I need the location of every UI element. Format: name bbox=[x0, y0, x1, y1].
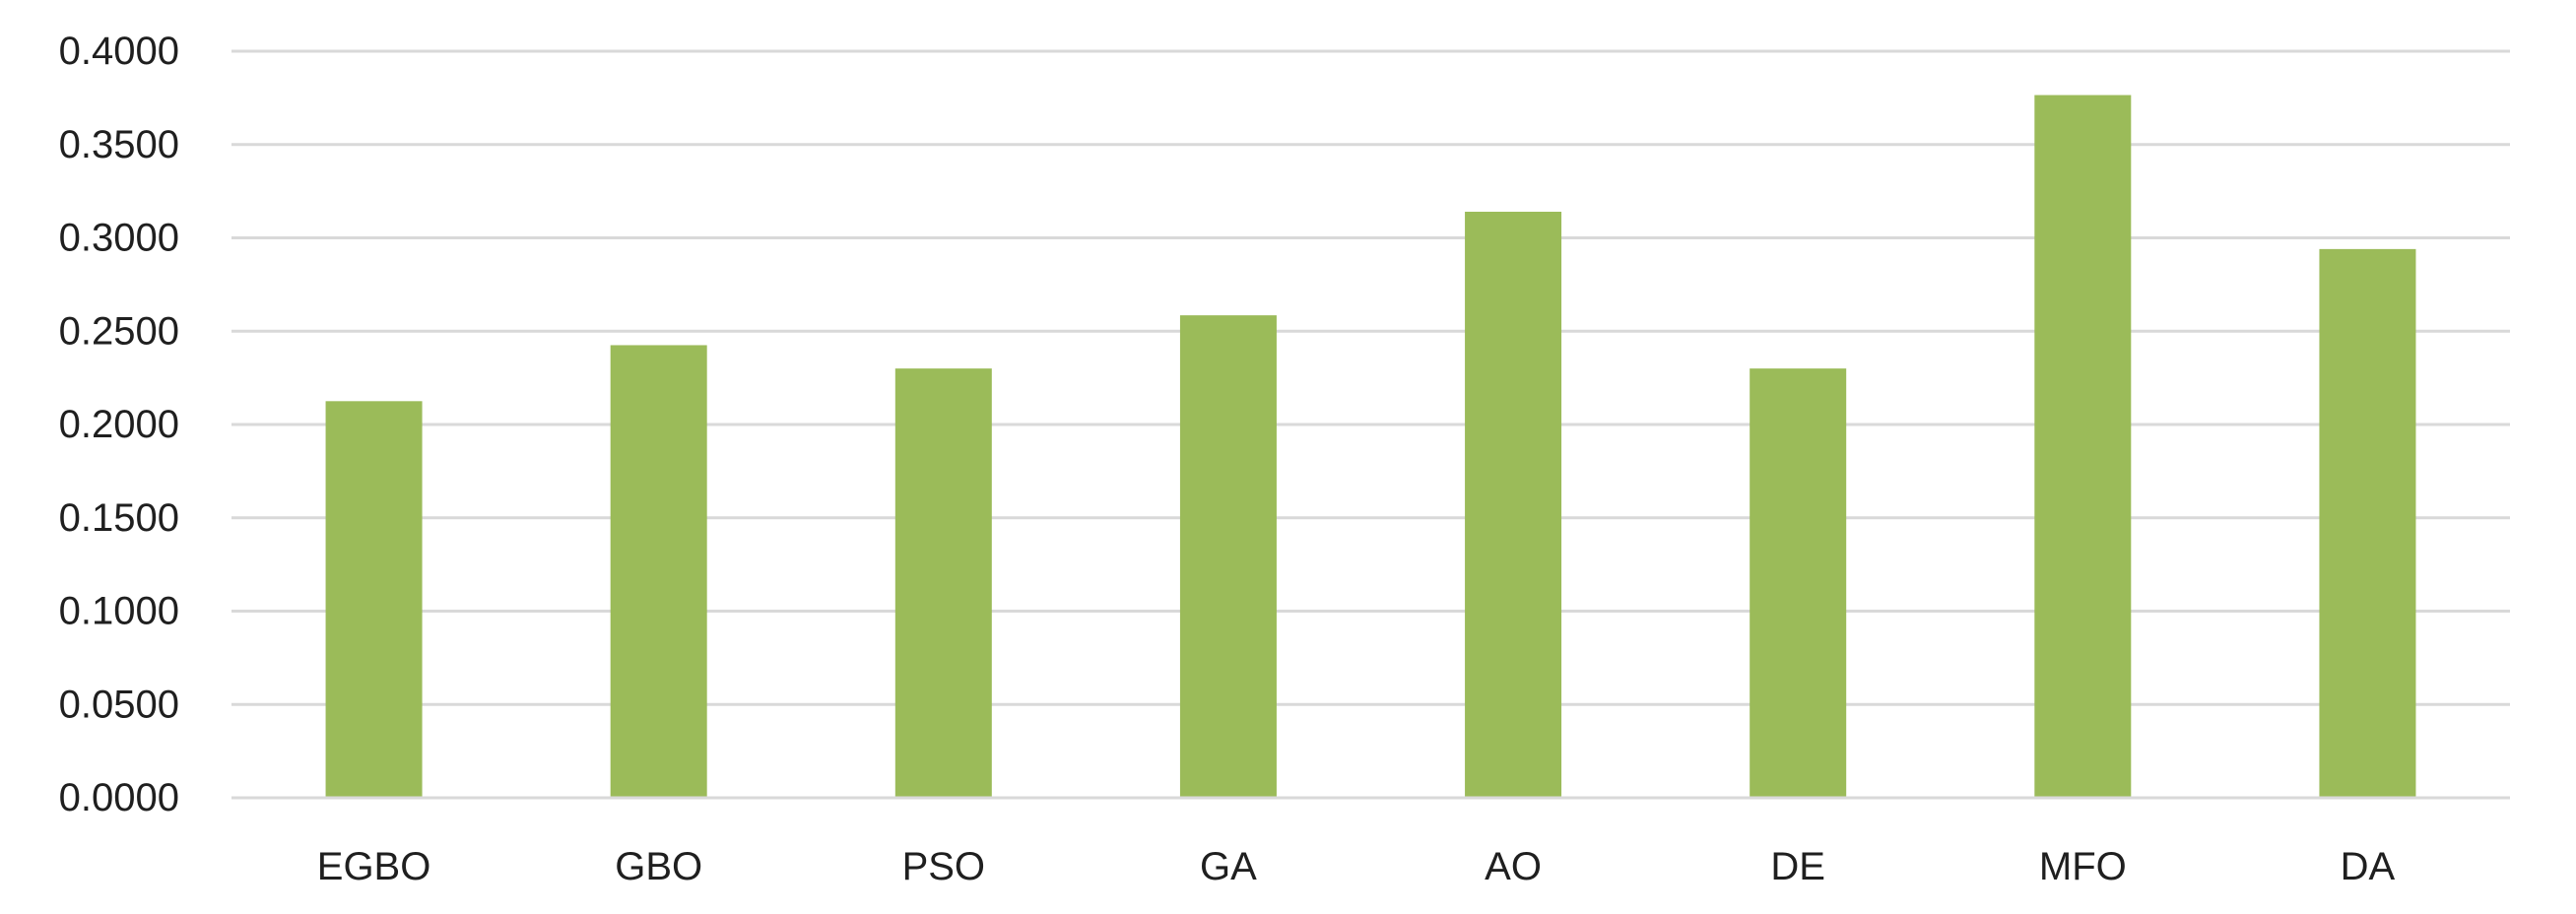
y-tick-label: 0.2500 bbox=[59, 309, 179, 353]
y-tick-label: 0.4000 bbox=[59, 30, 179, 73]
y-tick-label: 0.0000 bbox=[59, 776, 179, 819]
x-axis-category-labels: EGBO GBO PSO GA AO DE MFO DA bbox=[317, 845, 2396, 888]
bar-da bbox=[2319, 248, 2416, 798]
x-category-label: AO bbox=[1485, 845, 1542, 888]
gridlines bbox=[231, 49, 2510, 800]
y-tick-label: 0.2000 bbox=[59, 403, 179, 446]
bar-pso bbox=[894, 368, 992, 798]
y-tick-label: 0.1000 bbox=[59, 590, 179, 633]
x-category-label: GBO bbox=[615, 845, 702, 888]
y-axis-tick-labels: 0.0000 0.0500 0.1000 0.1500 0.2000 0.2500 0.30… bbox=[59, 30, 179, 819]
y-tick-label: 0.3500 bbox=[59, 123, 179, 166]
x-category-label: MFO bbox=[2039, 845, 2127, 888]
y-tick-label: 0.0500 bbox=[59, 683, 179, 726]
x-category-label: DA bbox=[2341, 845, 2396, 888]
y-tick-label: 0.3000 bbox=[59, 217, 179, 260]
y-tick-label: 0.1500 bbox=[59, 496, 179, 540]
bar-de bbox=[1750, 368, 1847, 798]
bar-ao bbox=[1465, 211, 1562, 799]
bars bbox=[231, 95, 2510, 800]
bar-egbo bbox=[325, 401, 423, 798]
x-category-label: DE bbox=[1770, 845, 1825, 888]
bar-ga bbox=[1179, 315, 1277, 798]
x-category-label: PSO bbox=[902, 845, 985, 888]
x-category-label: EGBO bbox=[317, 845, 431, 888]
bar-mfo bbox=[2034, 95, 2132, 799]
bar-gbo bbox=[610, 345, 707, 798]
x-category-label: GA bbox=[1200, 845, 1257, 888]
